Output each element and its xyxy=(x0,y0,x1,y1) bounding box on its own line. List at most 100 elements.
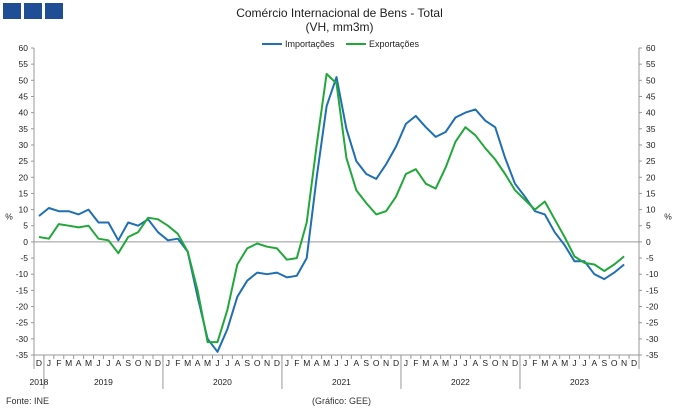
x-tick-label: J xyxy=(285,358,289,368)
year-label: 2020 xyxy=(213,377,232,387)
source-note: Fonte: INE xyxy=(6,396,50,406)
x-tick-label: J xyxy=(96,358,100,368)
x-tick-label: A xyxy=(473,358,479,368)
x-tick-label: S xyxy=(601,358,607,368)
y-tick-label-left: 40 xyxy=(19,108,29,118)
y-tick-label-left: 45 xyxy=(19,91,29,101)
x-tick-label: M xyxy=(561,358,568,368)
x-tick-label: S xyxy=(244,358,250,368)
x-tick-label: O xyxy=(135,358,142,368)
x-tick-label: F xyxy=(413,358,418,368)
x-tick-label: M xyxy=(184,358,191,368)
chart-credit: (Gráfico: GEE) xyxy=(312,396,372,406)
x-tick-label: F xyxy=(294,358,299,368)
x-tick-label: A xyxy=(354,358,360,368)
y-tick-label-right: -10 xyxy=(646,269,659,279)
x-tick-label: J xyxy=(334,358,338,368)
gee-logo xyxy=(3,3,63,19)
x-tick-label: M xyxy=(323,358,330,368)
x-tick-label: A xyxy=(314,358,320,368)
y-tick-label-right: 40 xyxy=(646,108,656,118)
chart-subtitle: (VH, mm3m) xyxy=(305,20,374,34)
x-tick-label: A xyxy=(195,358,201,368)
y-tick-label-left: 20 xyxy=(19,172,29,182)
y-tick-label-left: -35 xyxy=(16,350,29,360)
x-tick-label: D xyxy=(274,358,280,368)
x-tick-label: A xyxy=(234,358,240,368)
x-tick-label: D xyxy=(393,358,399,368)
x-tick-label: O xyxy=(492,358,499,368)
y-tick-label-right: 15 xyxy=(646,188,656,198)
x-tick-label: O xyxy=(373,358,380,368)
y-tick-label-right: 45 xyxy=(646,91,656,101)
x-tick-label: J xyxy=(572,358,576,368)
year-label: 2021 xyxy=(332,377,351,387)
y-tick-label-right: 5 xyxy=(646,221,651,231)
x-tick-label: N xyxy=(383,358,389,368)
x-tick-label: J xyxy=(582,358,586,368)
x-tick-label: N xyxy=(621,358,627,368)
y-tick-label-left: 10 xyxy=(19,205,29,215)
y-tick-label-left: -20 xyxy=(16,302,29,312)
y-tick-label-left: -30 xyxy=(16,334,29,344)
x-tick-label: S xyxy=(125,358,131,368)
x-tick-label: M xyxy=(442,358,449,368)
x-tick-label: S xyxy=(363,358,369,368)
x-tick-label: A xyxy=(76,358,82,368)
legend-label: Importações xyxy=(285,39,335,49)
y-tick-label-left: 30 xyxy=(19,140,29,150)
y-tick-label-left: 15 xyxy=(19,188,29,198)
y-tick-label-left: -10 xyxy=(16,269,29,279)
y-tick-label-right: -20 xyxy=(646,302,659,312)
year-label: 2023 xyxy=(570,377,589,387)
x-tick-label: N xyxy=(264,358,270,368)
legend-label: Exportações xyxy=(369,39,420,49)
x-tick-label: J xyxy=(463,358,467,368)
series-lines xyxy=(38,72,625,353)
y-axis-label-left: % xyxy=(5,211,13,221)
chart-title: Comércio Internacional de Bens - Total xyxy=(236,6,443,20)
y-tick-label-right: 35 xyxy=(646,124,656,134)
y-tick-label-left: 0 xyxy=(23,237,28,247)
y-tick-label-right: 20 xyxy=(646,172,656,182)
logo-block-3 xyxy=(45,3,63,19)
y-tick-label-left: 55 xyxy=(19,59,29,69)
y-tick-label-right: 30 xyxy=(646,140,656,150)
y-tick-label-left: -5 xyxy=(20,253,28,263)
x-tick-label: J xyxy=(225,358,229,368)
x-tick-label: N xyxy=(502,358,508,368)
y-tick-label-right: 50 xyxy=(646,75,656,85)
x-tick-label: J xyxy=(344,358,348,368)
x-tick-label: J xyxy=(215,358,219,368)
series-line-exportacoes xyxy=(38,72,625,344)
axes: -35 -35 -30 -30 -25 -25 -20 -20 -15 -15 -10 -10 -5 -5… xyxy=(5,43,672,389)
y-tick-label-left: -15 xyxy=(16,285,29,295)
x-tick-label: M xyxy=(85,358,92,368)
y-tick-label-right: -15 xyxy=(646,285,659,295)
y-tick-label-left: 5 xyxy=(23,221,28,231)
x-tick-label: J xyxy=(47,358,51,368)
year-label: 2022 xyxy=(451,377,470,387)
y-tick-label-right: 25 xyxy=(646,156,656,166)
year-label: 2018 xyxy=(29,377,48,387)
x-tick-label: O xyxy=(254,358,261,368)
x-tick-label: A xyxy=(552,358,558,368)
x-tick-label: M xyxy=(541,358,548,368)
y-tick-label-right: -5 xyxy=(646,253,654,263)
x-tick-label: J xyxy=(166,358,170,368)
x-tick-label: O xyxy=(611,358,618,368)
y-tick-label-left: 60 xyxy=(19,43,29,53)
y-tick-label-right: -35 xyxy=(646,350,659,360)
x-tick-label: A xyxy=(433,358,439,368)
y-tick-label-right: 0 xyxy=(646,237,651,247)
x-tick-label: M xyxy=(204,358,211,368)
x-tick-label: D xyxy=(631,358,637,368)
x-tick-label: J xyxy=(453,358,457,368)
series-line-importacoes xyxy=(38,76,625,353)
x-tick-label: M xyxy=(65,358,72,368)
y-axis-label-right: % xyxy=(664,211,672,221)
y-tick-label-left: 50 xyxy=(19,75,29,85)
x-tick-label: N xyxy=(145,358,151,368)
x-tick-label: D xyxy=(36,358,42,368)
